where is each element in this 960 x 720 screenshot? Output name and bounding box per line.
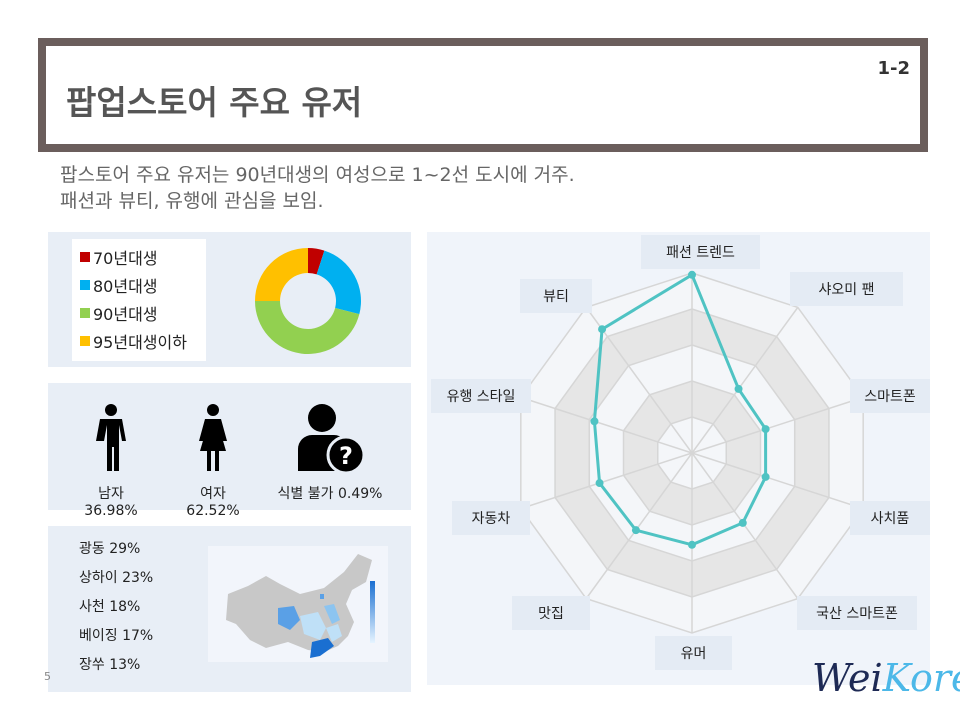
radar-point [631, 526, 640, 535]
gender-label: 식별 불가 0.49% [277, 486, 383, 502]
donut-slice [255, 248, 308, 301]
gender-male: 남자 36.98% [76, 403, 146, 519]
female-icon [199, 404, 227, 471]
radar-point [590, 417, 599, 426]
map-region-guangdong [310, 638, 334, 658]
radar-label: 맛집 [512, 596, 590, 630]
page-number: 5 [44, 670, 51, 683]
radar-label: 패션 트렌드 [641, 235, 760, 269]
legend-item: 80년대생 [72, 271, 206, 299]
legend-item: 70년대생 [72, 243, 206, 271]
gender-female: 여자 62.52% [178, 403, 248, 519]
legend-swatch [80, 252, 90, 262]
radar-label: 자동차 [452, 501, 530, 535]
radar-axis [691, 306, 799, 454]
radar-label: 사치품 [850, 501, 930, 535]
city-item: 베이징 17% [79, 628, 154, 644]
radar-axis [585, 452, 693, 600]
radar-point [688, 540, 696, 549]
legend-label: 90년대생 [93, 305, 158, 324]
legend-swatch [80, 336, 90, 346]
gender-panel: 남자 36.98% 여자 62.52% ? 식별 불가 0.49% [48, 383, 411, 519]
city-item: 광동 29% [79, 541, 141, 557]
legend-label: 95년대생이하 [93, 333, 187, 352]
radar-point [734, 384, 743, 393]
gender-label: 남자 36.98% [84, 486, 138, 519]
donut-slice [316, 250, 361, 315]
radar-label: 유행 스타일 [431, 379, 531, 413]
radar-label: 유머 [655, 636, 732, 670]
radar-point [761, 425, 770, 434]
radar-axis [520, 452, 693, 510]
donut-slice [255, 301, 360, 355]
legend-label: 70년대생 [93, 249, 158, 268]
china-map [208, 546, 388, 662]
page-code: 1-2 [877, 58, 910, 79]
donut-slice [308, 248, 325, 275]
map-region [300, 612, 326, 640]
radar-label: 국산 스마트폰 [797, 596, 917, 630]
radar-point [598, 325, 607, 334]
radar-axis [691, 452, 864, 510]
page-title: 팝업스토어 주요 유저 [66, 83, 363, 122]
weikorea-logo: WeiKorea [812, 656, 960, 700]
interest-radar-panel: 패션 트렌드 샤오미 팬 스마트폰 사치품 국산 스마트폰 유머 맛집 자동차 … [427, 232, 930, 685]
city-item: 사천 18% [79, 599, 141, 615]
subtitle: 팝스토어 주요 유저는 90년대생의 여성으로 1~2선 도시에 거주. 패션과… [60, 162, 575, 214]
legend-item: 90년대생 [72, 299, 206, 327]
map-region-jiangsu [324, 604, 340, 624]
legend-swatch [80, 308, 90, 318]
radar-axis [520, 396, 693, 454]
radar-point [688, 270, 696, 279]
subtitle-line-2: 패션과 뷰티, 유행에 관심을 보임. [60, 190, 324, 212]
logo-part: Korea [882, 656, 960, 700]
radar-axis [691, 396, 864, 454]
city-item: 장쑤 13% [79, 657, 141, 673]
city-panel: 광동 29% 상하이 23% 사천 18% 베이징 17% 장쑤 13% [48, 526, 411, 692]
male-icon [96, 404, 126, 471]
gender-unknown: ? 식별 불가 0.49% [270, 403, 390, 503]
radar-label: 스마트폰 [850, 379, 930, 413]
legend-item: 95년대생이하 [72, 327, 206, 355]
map-region-beijing [320, 594, 324, 599]
gender-label: 여자 62.52% [186, 486, 240, 519]
map-land [226, 554, 372, 652]
radar-point [761, 472, 770, 481]
radar-point [595, 479, 604, 488]
age-legend: 70년대생 80년대생 90년대생 95년대생이하 [72, 239, 206, 361]
legend-swatch [80, 280, 90, 290]
legend-label: 80년대생 [93, 277, 158, 296]
svg-text:?: ? [339, 442, 353, 470]
radar-label: 뷰티 [520, 279, 592, 313]
radar-label: 샤오미 팬 [790, 272, 903, 306]
city-item: 상하이 23% [79, 570, 154, 586]
logo-part: Wei [812, 656, 883, 700]
map-region [326, 624, 342, 642]
radar-point [738, 518, 747, 527]
map-region-sichuan [278, 606, 300, 630]
age-donut-chart [255, 248, 361, 355]
radar-chart [520, 270, 864, 634]
title-box: 팝업스토어 주요 유저 1-2 [38, 38, 928, 152]
map-scale-bar [370, 581, 375, 643]
age-panel: 70년대생 80년대생 90년대생 95년대생이하 [48, 232, 411, 367]
unknown-user-icon: ? [298, 404, 366, 475]
subtitle-line-1: 팝스토어 주요 유저는 90년대생의 여성으로 1~2선 도시에 거주. [60, 164, 575, 186]
